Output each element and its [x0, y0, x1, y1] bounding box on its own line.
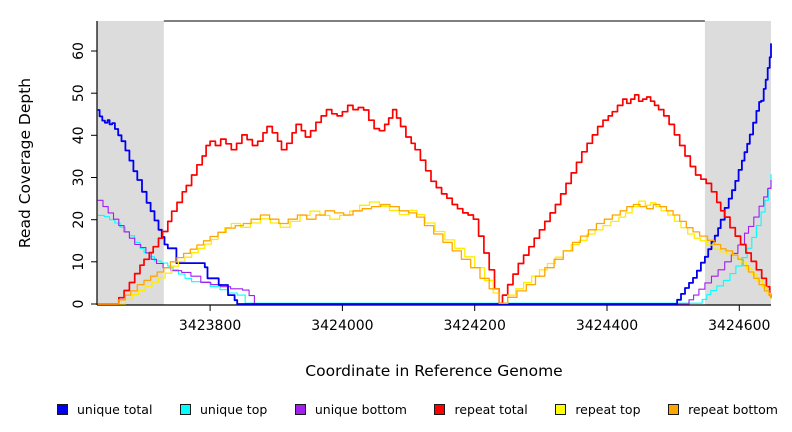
legend-label: unique bottom [314, 401, 407, 417]
legend-swatch-icon [434, 403, 446, 415]
y-tick-label: 60 [71, 42, 87, 60]
legend-swatch-icon [294, 403, 306, 415]
x-tick-label: 3424600 [708, 318, 770, 334]
shaded-region-right [704, 21, 771, 305]
shaded-region-left [97, 21, 164, 305]
y-tick-label: 0 [71, 300, 87, 309]
x-tick-label: 3423800 [179, 318, 241, 334]
series-line-unique-top [97, 174, 772, 304]
legend-label: unique total [77, 401, 153, 417]
series-line-repeat-total [97, 94, 772, 305]
y-tick-label: 30 [71, 169, 87, 187]
series-line-repeat-top [97, 200, 772, 305]
legend-label: repeat top [575, 401, 641, 417]
legend-swatch-icon [179, 403, 191, 415]
legend-swatch-icon [555, 403, 567, 415]
coverage-chart: 3423800 3424000 3424200 3424400 3424600 0 10 20… [16, 20, 772, 380]
y-tick-label: 20 [71, 211, 87, 229]
chart-legend: unique total unique top unique bottom repea… [0, 398, 792, 420]
legend-item-unique-total: unique total [57, 402, 152, 417]
legend-item-unique-top: unique top [179, 401, 268, 417]
x-axis-title: Coordinate in Reference Genome [305, 362, 562, 380]
legend-swatch-icon [668, 403, 680, 415]
y-tick-label: 10 [71, 253, 87, 271]
y-tick-label: 40 [71, 126, 87, 144]
x-tick-label: 3424400 [576, 318, 638, 334]
x-tick-label: 3424200 [444, 318, 506, 334]
y-tick-label: 50 [71, 84, 87, 102]
series-line-unique-bottom [97, 180, 772, 305]
legend-label: repeat bottom [688, 401, 778, 417]
series-line-repeat-bottom [97, 203, 772, 305]
legend-swatch-icon [57, 403, 68, 415]
legend-item-repeat-top: repeat top [555, 401, 641, 417]
x-tick-label: 3424000 [311, 318, 373, 334]
legend-label: repeat total [454, 401, 528, 417]
legend-item-repeat-total: repeat total [434, 401, 528, 417]
y-axis-title: Read Coverage Depth [16, 78, 34, 248]
series-line-unique-total [97, 43, 772, 305]
legend-label: unique top [199, 401, 268, 417]
legend-item-repeat-bottom: repeat bottom [668, 402, 778, 417]
legend-item-unique-bottom: unique bottom [294, 401, 407, 417]
chart-plot-area: 3423800 3424000 3424200 3424400 3424600 0 10 20… [71, 20, 772, 334]
